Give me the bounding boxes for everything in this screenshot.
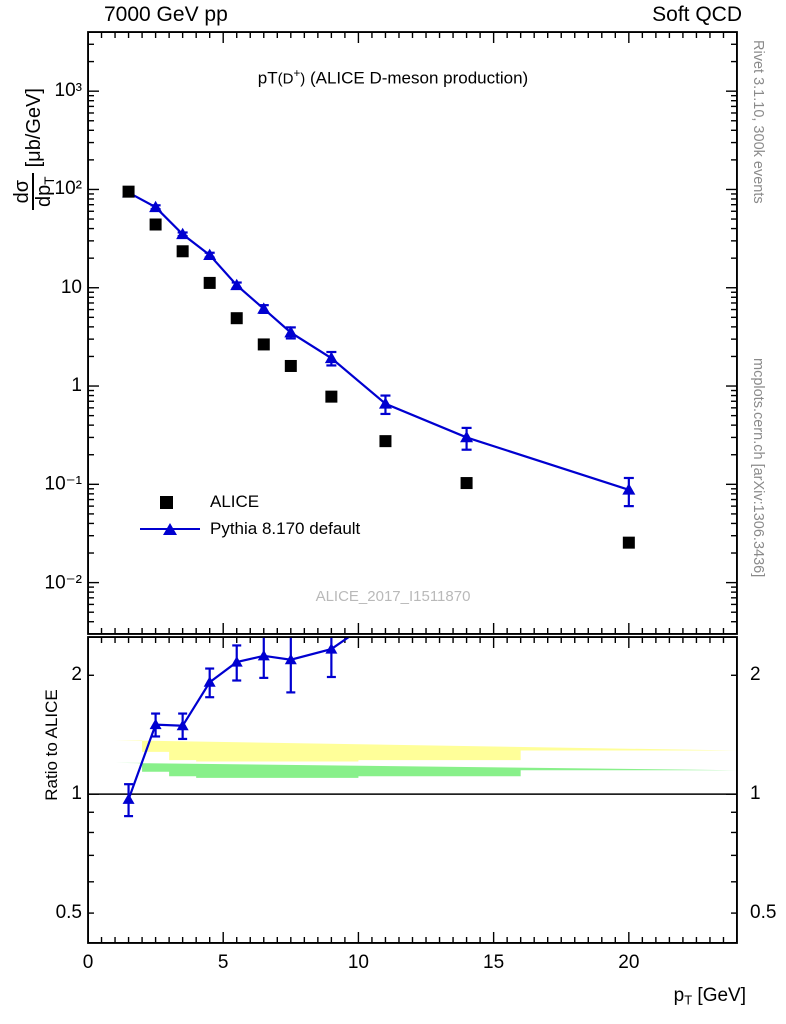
- plot-title-particle-open: (D: [277, 70, 294, 88]
- main-y-tick-labels: 10³ 10² 10 1 10⁻¹ 10⁻²: [0, 0, 83, 1024]
- main-y-tick: 10: [60, 276, 82, 298]
- rivet-version-annotation: Rivet 3.1.10, 300k events: [750, 40, 766, 204]
- legend: ALICE Pythia 8.170 default: [140, 488, 360, 542]
- header-beam-energy: 7000 GeV pp: [104, 3, 228, 26]
- plot-title: pT(D+) (ALICE D-meson production): [0, 68, 786, 88]
- x-tick: 15: [483, 952, 505, 973]
- main-y-tick: 1: [71, 375, 82, 397]
- mcplots-source-annotation: mcplots.cern.ch [arXiv:1306.3436]: [750, 358, 766, 578]
- x-axis-label: pT [GeV]: [673, 985, 746, 1008]
- ratio-y-tick: 1: [71, 783, 82, 805]
- legend-label-alice: ALICE: [210, 491, 260, 511]
- main-y-tick: 10⁻¹: [44, 473, 83, 495]
- ratio-y-tick: 0.5: [55, 902, 82, 924]
- x-tick: 20: [618, 952, 640, 973]
- legend-label-pythia: Pythia 8.170 default: [210, 518, 361, 538]
- main-plot-frame: [88, 32, 737, 634]
- legend-marker-square: [140, 492, 200, 512]
- plot-title-description: (ALICE D-meson production): [305, 68, 529, 88]
- main-y-tick: 10²: [54, 178, 82, 200]
- ratio-y-tick: 1: [750, 783, 761, 805]
- main-y-tick: 10³: [54, 80, 82, 102]
- analysis-id-watermark: ALICE_2017_I1511870: [315, 588, 471, 605]
- legend-item-alice: ALICE: [140, 488, 360, 515]
- main-y-tick: 10⁻²: [44, 572, 83, 594]
- legend-item-pythia: Pythia 8.170 default: [140, 515, 360, 542]
- ratio-y-tick-labels-left: 2 1 0.5: [0, 0, 82, 1024]
- ratio-y-tick: 2: [750, 664, 761, 686]
- legend-marker-triangle-line: [140, 519, 200, 539]
- ratio-plot-frame: [88, 637, 737, 943]
- plot-title-observable: pT: [257, 68, 278, 88]
- ratio-y-tick: 0.5: [750, 902, 777, 924]
- x-tick: 0: [82, 952, 94, 973]
- ratio-y-tick: 2: [71, 664, 82, 686]
- ratio-y-tick-labels-right: 2 1 0.5: [742, 0, 786, 1024]
- x-tick: 10: [347, 952, 369, 973]
- x-tick: 5: [217, 952, 229, 973]
- header-analysis-category: Soft QCD: [652, 3, 742, 26]
